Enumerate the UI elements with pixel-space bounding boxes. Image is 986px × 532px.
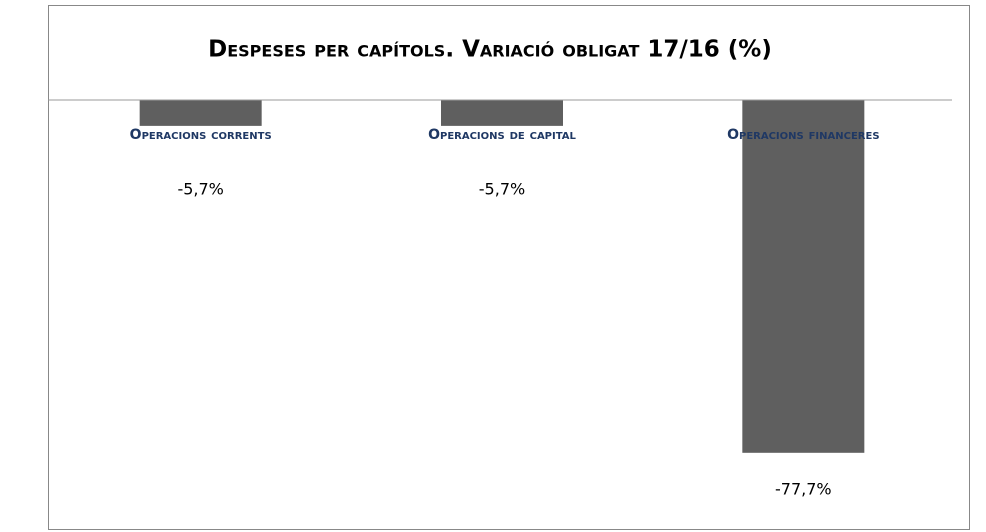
value-label: -5,7%	[177, 180, 223, 199]
bar	[441, 100, 563, 126]
bars	[139, 100, 865, 453]
labels: Operacions corrents -5,7% Operacions de ca…	[130, 127, 880, 498]
bar	[742, 100, 865, 453]
category-label: Operacions financeres	[727, 127, 879, 143]
value-label: -77,7%	[775, 479, 832, 498]
chart-title: Despeses per capítols. Variació obligat …	[208, 37, 772, 63]
category-label: Operacions corrents	[130, 127, 272, 143]
bar	[139, 100, 262, 126]
category-label: Operacions de capital	[428, 127, 576, 143]
value-label: -5,7%	[479, 180, 525, 199]
